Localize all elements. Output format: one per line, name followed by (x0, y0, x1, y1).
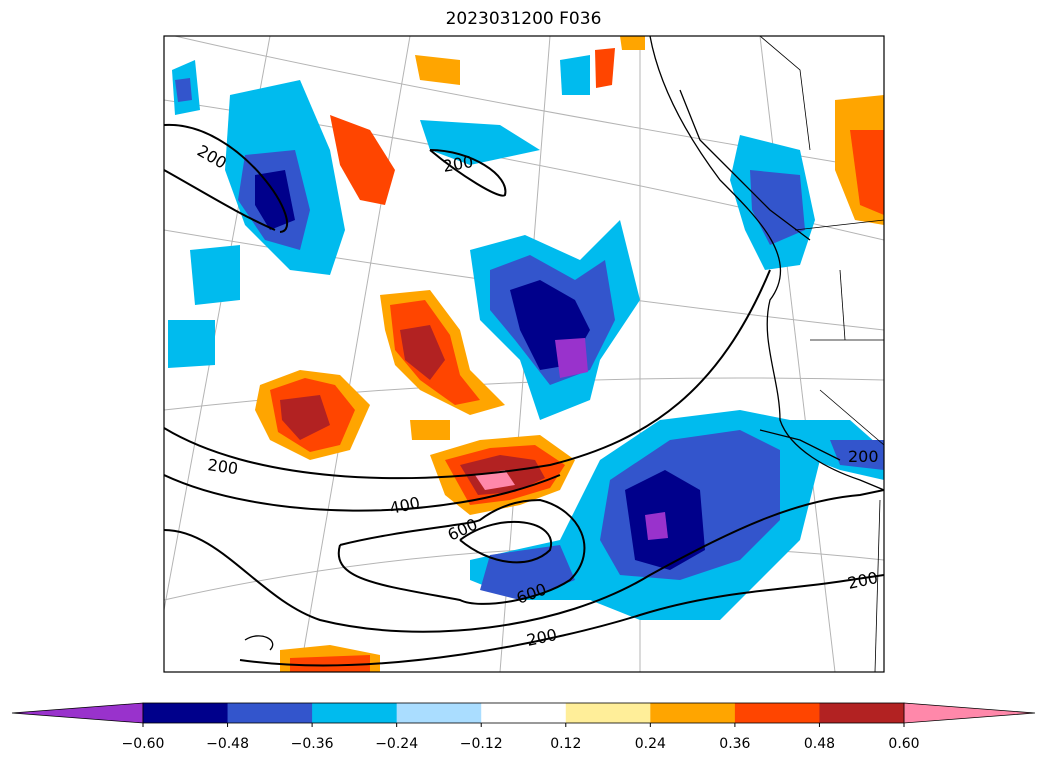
colorbar-tick-label: −0.36 (291, 736, 334, 752)
contour-label: 200 (206, 455, 239, 478)
contour-label: 600 (445, 514, 481, 544)
colorbar-tick-label: −0.24 (375, 736, 418, 752)
colorbar-tick-label: 0.36 (719, 736, 750, 752)
height-contours (164, 123, 884, 667)
colorbar-tick-label: 0.48 (804, 736, 835, 752)
state-borders (759, 36, 884, 672)
map-frame (163, 35, 885, 673)
contour-label: 200 (441, 152, 474, 176)
contour-label: 200 (525, 625, 559, 650)
colorbar-segment (227, 703, 313, 723)
colorbar-segment (481, 703, 567, 723)
negative-anomaly-fields (168, 55, 884, 620)
colorbar-over-arrow (903, 702, 1036, 724)
colorbar-tick-label: 0.24 (635, 736, 666, 752)
colorbar-tick-label: −0.60 (122, 736, 165, 752)
colorbar: −0.60 −0.48 −0.36 −0.24 −0.12 0.12 0.24 0.36 0.4… (11, 702, 1036, 752)
colorbar-segment (312, 703, 398, 723)
colorbar-tick-label: −0.12 (460, 736, 503, 752)
colorbar-segment (565, 703, 651, 723)
colorbar-tick-label: 0.60 (888, 736, 919, 752)
colorbar-tick-label: −0.48 (206, 736, 249, 752)
map-plot-area: 200 200 200 400 600 600 200 200 200 (164, 36, 884, 672)
map-title: 2023031200 F036 (445, 9, 602, 29)
colorbar-outline (142, 702, 905, 724)
contour-label: 200 (848, 447, 879, 466)
colorbar-tick-label: 0.12 (550, 736, 581, 752)
colorbar-segment (734, 703, 820, 723)
colorbar-segment (143, 703, 229, 723)
colorbar-ticks: −0.60 −0.48 −0.36 −0.24 −0.12 0.12 0.24 0.36 0.4… (122, 723, 920, 752)
contour-label: 200 (846, 568, 880, 593)
coastline (244, 36, 884, 651)
colorbar-segment (396, 703, 482, 723)
colorbar-segments (143, 703, 905, 723)
contour-label: 400 (388, 493, 422, 518)
contour-labels: 200 200 200 400 600 600 200 200 200 (194, 141, 880, 650)
colorbar-segment (819, 703, 905, 723)
colorbar-segment (650, 703, 736, 723)
colorbar-under-arrow (11, 702, 144, 724)
